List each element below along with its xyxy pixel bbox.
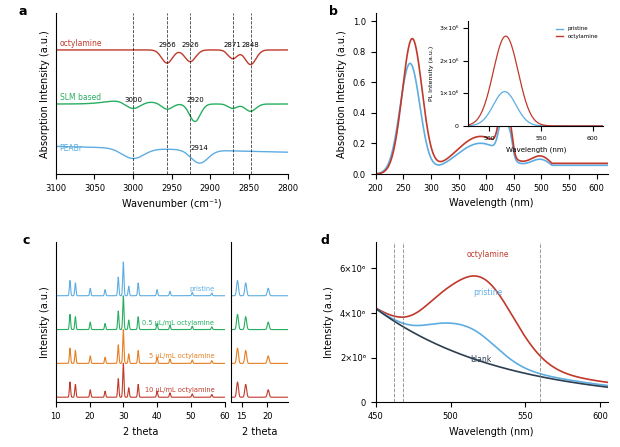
Y-axis label: Absorption Intensity (a.u.): Absorption Intensity (a.u.) <box>337 30 347 158</box>
Text: pristine: pristine <box>473 288 503 297</box>
Text: b: b <box>329 5 339 18</box>
Y-axis label: Intensity (a.u.): Intensity (a.u.) <box>324 286 334 358</box>
X-axis label: Wavelength (nm): Wavelength (nm) <box>450 426 534 437</box>
Text: a: a <box>19 5 27 18</box>
X-axis label: 2 theta: 2 theta <box>123 426 158 437</box>
Text: PEABr: PEABr <box>60 144 82 153</box>
Text: d: d <box>320 234 329 247</box>
Text: 2871: 2871 <box>224 42 242 48</box>
X-axis label: 2 theta: 2 theta <box>242 426 277 437</box>
Y-axis label: Absorption Intensity (a.u.): Absorption Intensity (a.u.) <box>40 30 50 158</box>
X-axis label: Wavenumber (cm⁻¹): Wavenumber (cm⁻¹) <box>122 198 221 208</box>
Text: 2926: 2926 <box>182 42 199 48</box>
Y-axis label: Intensity (a.u.): Intensity (a.u.) <box>40 286 50 358</box>
Text: 2914: 2914 <box>191 145 208 151</box>
Text: pristine: pristine <box>189 286 215 292</box>
Text: SLM based: SLM based <box>60 93 101 101</box>
Text: 5 μL/mL octylamine: 5 μL/mL octylamine <box>149 353 215 359</box>
Text: octylamine: octylamine <box>60 38 102 47</box>
Text: 2956: 2956 <box>158 42 176 48</box>
X-axis label: Wavelength (nm): Wavelength (nm) <box>450 198 534 208</box>
Text: c: c <box>22 234 29 247</box>
Text: blank: blank <box>470 355 491 364</box>
Text: 2848: 2848 <box>242 42 259 48</box>
Text: octylamine: octylamine <box>467 250 509 259</box>
Text: 0.5 μL/mL octylamine: 0.5 μL/mL octylamine <box>143 320 215 325</box>
Text: 2920: 2920 <box>186 97 204 102</box>
Text: 10 μL/mL octylamine: 10 μL/mL octylamine <box>144 387 215 393</box>
Text: 3000: 3000 <box>124 97 142 102</box>
